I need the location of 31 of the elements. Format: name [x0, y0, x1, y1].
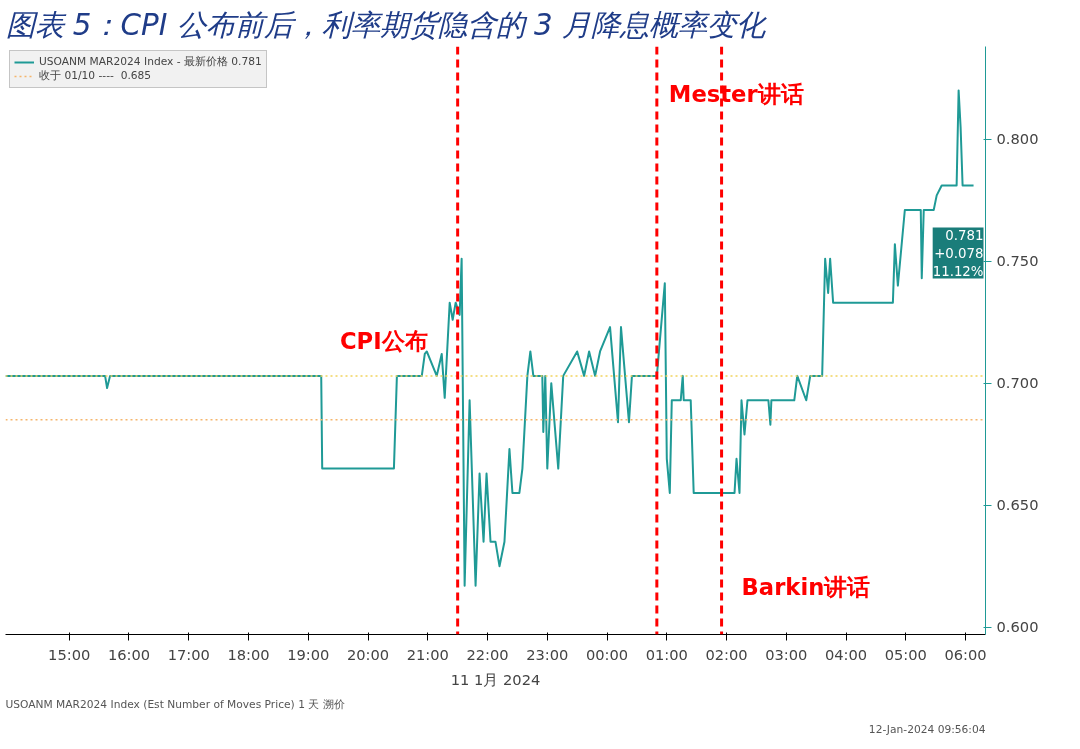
x-tick-label: 21:00	[406, 645, 449, 663]
x-tick-label: 17:00	[167, 645, 210, 663]
y-tick-label: 0.750	[996, 252, 1039, 270]
x-tick-label: 03:00	[765, 645, 808, 663]
x-tick-label: 23:00	[526, 645, 569, 663]
text: USOANM MAR2024 Index (Est Number of Moves Price) 1 天 溯价	[5, 697, 345, 711]
annotation: 0.781 +0.078 11.12%	[932, 227, 984, 279]
x-tick-label: 16:00	[107, 645, 151, 663]
x-tick-label: 20:00	[346, 645, 390, 663]
annotation: CPI公布	[339, 327, 428, 354]
x-tick-label: 22:00	[466, 645, 509, 663]
legend-label: 收于 01/10 ---- 0.685	[39, 69, 152, 83]
y-tick-label: 0.800	[996, 130, 1039, 148]
chart-title: 图表 5：CPI 公布前后，利率期货隐含的 3 月降息概率变化	[5, 7, 767, 42]
x-tick-label: 18:00	[227, 645, 270, 663]
y-tick-label: 0.600	[996, 618, 1039, 636]
x-tick-label: 02:00	[705, 645, 748, 663]
x-tick-label: 05:00	[884, 645, 927, 663]
text: 12-Jan-2024 09:56:04	[868, 722, 986, 736]
legend-label: USOANM MAR2024 Index - 最新价格 0.781	[39, 55, 262, 69]
x-tick-label: 06:00	[944, 645, 987, 663]
x-tick-label: 00:00	[585, 645, 629, 663]
x-tick-label: 04:00	[824, 645, 868, 663]
x-axis-title: 11 1月 2024	[450, 670, 541, 688]
x-tick-label: 15:00	[48, 645, 91, 663]
annotation: Mester讲话	[668, 80, 804, 107]
y-tick-label: 0.700	[996, 374, 1039, 392]
y-tick-label: 0.650	[996, 496, 1039, 514]
x-tick-label: 01:00	[645, 645, 688, 663]
annotation: Barkin讲话	[741, 574, 871, 601]
x-tick-label: 19:00	[287, 645, 330, 663]
